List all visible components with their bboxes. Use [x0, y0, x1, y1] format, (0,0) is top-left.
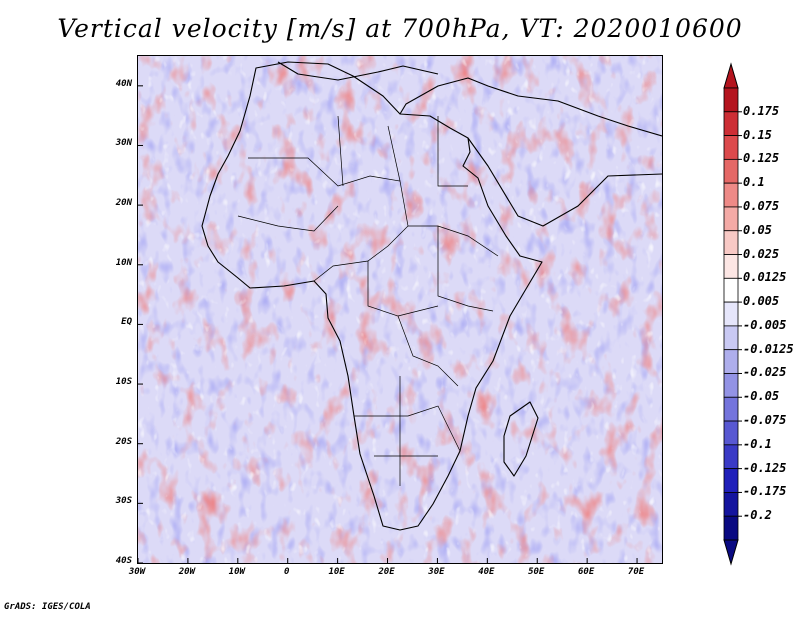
lat-tick-label: EQ	[121, 317, 132, 328]
colorbar-swatch	[723, 254, 739, 279]
colorbar-label: -0.125	[743, 460, 787, 475]
colorbar-label: -0.025	[743, 365, 787, 380]
lat-tick-label: 20N	[115, 198, 132, 209]
colorbar-swatch	[723, 325, 739, 351]
colorbar-swatch	[723, 468, 739, 493]
colorbar-label: -0.005	[743, 317, 787, 332]
colorbar-label: -0.075	[743, 413, 787, 428]
colorbar-label: -0.05	[743, 389, 780, 404]
colorbar-label: 0.025	[743, 246, 780, 261]
colorbar-label: 0.1	[743, 175, 765, 190]
colorbar-swatch	[723, 373, 739, 398]
colorbar-label: 0.0125	[743, 270, 787, 285]
lon-tick-label: 0	[283, 567, 290, 577]
middle-east-coastline	[399, 77, 662, 137]
colorbar-label: -0.2	[743, 508, 772, 523]
lon-tick-label: 50E	[528, 567, 545, 577]
country-borders	[237, 115, 499, 486]
colorbar-label: 0.125	[743, 151, 780, 166]
lat-tick-label: 40S	[115, 556, 132, 566]
africa-coastline	[201, 61, 543, 531]
map-panel	[137, 55, 663, 564]
colorbar-swatch	[723, 420, 739, 446]
colorbar-label: 0.05	[743, 222, 772, 237]
colorbar-swatch	[723, 206, 739, 232]
mediterranean-coastline	[277, 61, 439, 81]
lon-tick-label: 10E	[328, 567, 345, 577]
lat-tick-label: 10S	[115, 377, 132, 388]
lat-tick-label: 30N	[115, 138, 132, 149]
lon-tick-label: 30E	[428, 567, 445, 577]
lon-tick-label: 60E	[578, 567, 595, 577]
lon-tick-label: 10W	[228, 567, 245, 577]
colorbar-swatch	[723, 182, 739, 208]
arabia-coastline	[467, 137, 662, 227]
colorbar-max-arrow	[723, 62, 739, 89]
colorbar-label: 0.075	[743, 198, 780, 213]
colorbar-swatch	[723, 277, 739, 303]
lat-tick-label: 40N	[115, 78, 132, 89]
axis-ticks	[138, 85, 638, 563]
colorbar-swatch	[723, 396, 739, 422]
lon-tick-label: 30W	[128, 567, 146, 577]
lat-tick-label: 10N	[115, 257, 132, 268]
colorbar-swatch	[723, 349, 739, 374]
colorbar-label: -0.175	[743, 484, 787, 499]
colorbar-swatch	[723, 301, 739, 327]
colorbar-label: 0.15	[743, 127, 772, 142]
colorbar-label: 0.005	[743, 294, 780, 309]
colorbar-swatch	[723, 135, 739, 160]
lon-tick-label: 20E	[378, 567, 395, 577]
coastlines	[201, 61, 662, 531]
plot-title: Vertical velocity [m/s] at 700hPa, VT: 2…	[57, 14, 743, 43]
colorbar-label: -0.1	[743, 436, 772, 451]
colorbar-swatch	[723, 444, 739, 470]
lat-tick-label: 30S	[115, 496, 132, 507]
colorbar-swatch	[723, 492, 739, 517]
colorbar	[723, 62, 742, 566]
footer-credit: GrADS: IGES/COLA	[4, 602, 91, 612]
madagascar-coastline	[503, 401, 539, 477]
colorbar-label: -0.0125	[743, 341, 794, 356]
colorbar-min-arrow	[723, 539, 739, 566]
lon-tick-label: 40E	[478, 567, 495, 577]
colorbar-label: 0.175	[743, 103, 780, 118]
vertical-velocity-field	[138, 56, 662, 563]
colorbar-swatch	[723, 111, 739, 136]
colorbar-swatch	[723, 230, 739, 255]
colorbar-swatch	[723, 515, 739, 541]
colorbar-swatch	[723, 87, 739, 113]
lon-tick-label: 20W	[178, 567, 196, 577]
lat-tick-label: 20S	[115, 436, 132, 447]
colorbar-swatch	[723, 158, 739, 184]
lon-tick-label: 70E	[627, 567, 645, 577]
